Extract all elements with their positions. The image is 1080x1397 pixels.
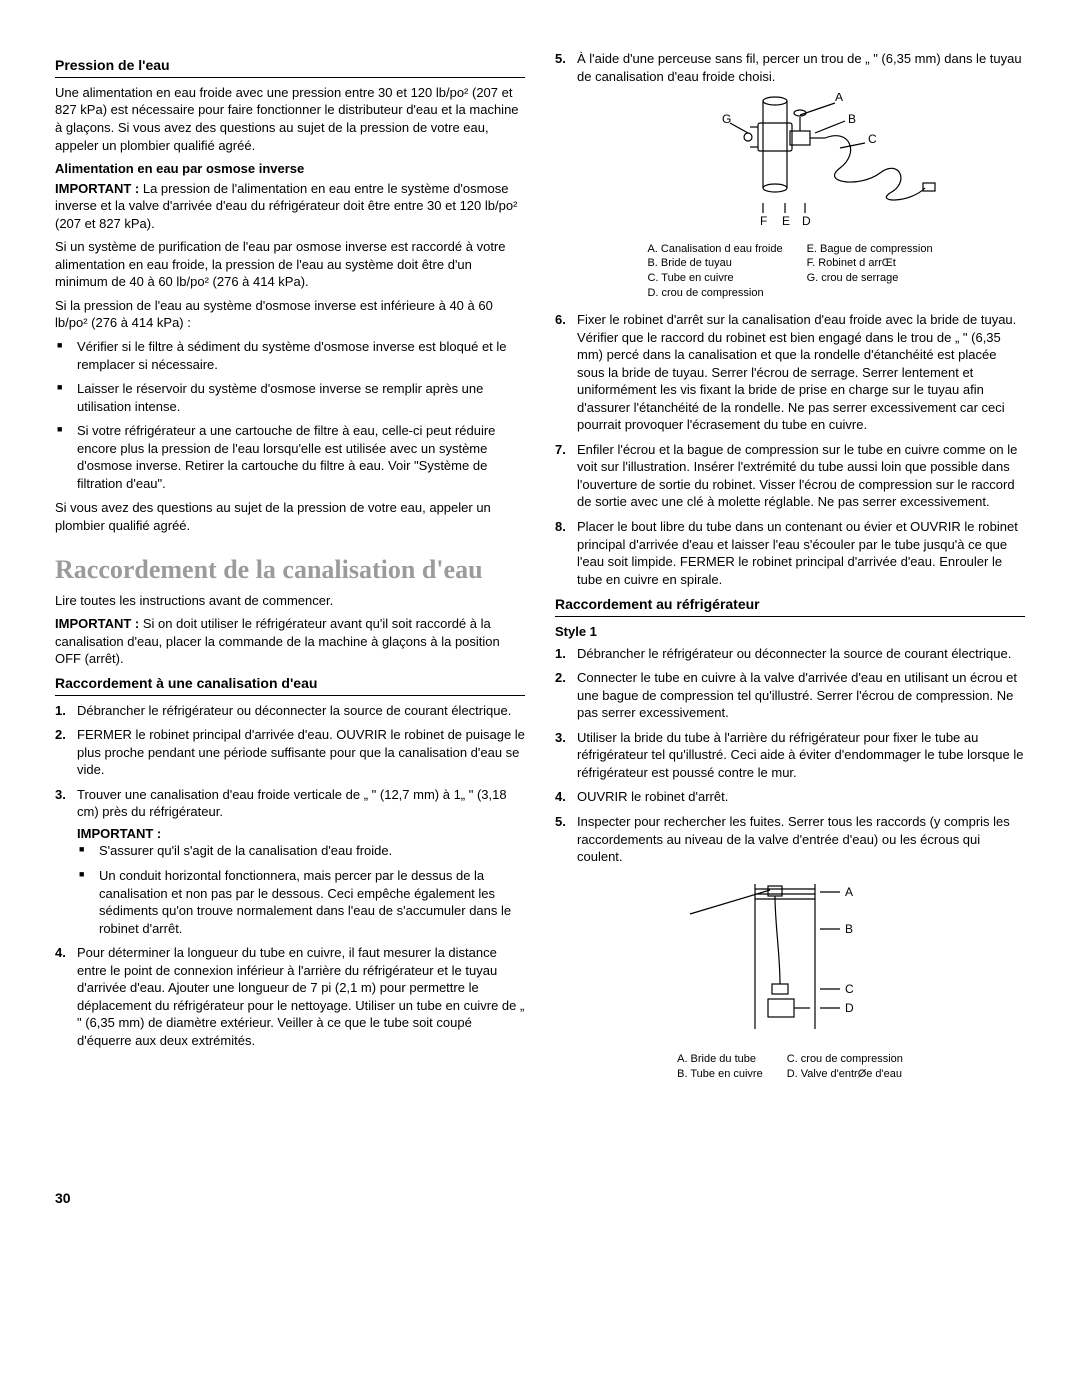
list-item: Fixer le robinet d'arrêt sur la canalisa…: [577, 311, 1025, 434]
numbered-list-cont: À l'aide d'une perceuse sans fil, percer…: [555, 50, 1025, 85]
list-item: Utiliser la bride du tube à l'arrière du…: [577, 729, 1025, 782]
bullet-item: Un conduit horizontal fonctionnera, mais…: [99, 867, 525, 937]
rule: [55, 695, 525, 696]
heading-raccord-canal: Raccordement à une canalisation d'eau: [55, 674, 525, 693]
diagram-legend-1: A. Canalisation d eau froide B. Bride de…: [555, 242, 1025, 301]
bullet-item: Si votre réfrigérateur a une cartouche d…: [77, 422, 525, 492]
heading-refrig: Raccordement au réfrigérateur: [555, 595, 1025, 614]
left-column: Pression de l'eau Une alimentation en ea…: [55, 50, 525, 1208]
style-label: Style 1: [555, 623, 1025, 641]
label-e: E: [782, 214, 790, 228]
label-d2: D: [845, 1001, 854, 1015]
important-label: IMPORTANT :: [77, 825, 525, 843]
legend-item: A. Canalisation d eau froide: [647, 242, 782, 257]
list-text: Trouver une canalisation d'eau froide ve…: [77, 787, 507, 820]
important-label: IMPORTANT :: [55, 181, 139, 196]
para: IMPORTANT : Si on doit utiliser le réfri…: [55, 615, 525, 668]
heading-raccordement: Raccordement de la canalisation d'eau: [55, 552, 525, 587]
label-f: F: [760, 214, 767, 228]
bullet-item: Laisser le réservoir du système d'osmose…: [77, 380, 525, 415]
bullet-item: Vérifier si le filtre à sédiment du syst…: [77, 338, 525, 373]
page-number: 30: [55, 1189, 525, 1208]
label-d: D: [802, 214, 811, 228]
legend-item: A. Bride du tube: [677, 1052, 763, 1067]
list-item: Débrancher le réfrigérateur ou déconnect…: [577, 645, 1025, 663]
numbered-list-refrig: Débrancher le réfrigérateur ou déconnect…: [555, 645, 1025, 866]
para: Une alimentation en eau froide avec une …: [55, 84, 525, 154]
numbered-list-cont2: Fixer le robinet d'arrêt sur la canalisa…: [555, 311, 1025, 588]
legend-item: C. Tube en cuivre: [647, 271, 782, 286]
label-b: B: [848, 112, 856, 126]
para: Si vous avez des questions au sujet de l…: [55, 499, 525, 534]
para: Lire toutes les instructions avant de co…: [55, 592, 525, 610]
list-item: Placer le bout libre du tube dans un con…: [577, 518, 1025, 588]
diagram-refrig: A B C D: [555, 874, 1025, 1049]
legend-item: G. crou de serrage: [807, 271, 933, 286]
para: IMPORTANT : La pression de l'alimentatio…: [55, 180, 525, 233]
diagram-valve: A B C D E F G: [555, 93, 1025, 238]
legend-item: E. Bague de compression: [807, 242, 933, 257]
legend-item: D. crou de compression: [647, 286, 782, 301]
numbered-list: Débrancher le réfrigérateur ou déconnect…: [55, 702, 525, 1050]
list-item: Enfiler l'écrou et la bague de compressi…: [577, 441, 1025, 511]
important-label: IMPORTANT :: [55, 616, 139, 631]
legend-item: B. Tube en cuivre: [677, 1067, 763, 1082]
list-item: OUVRIR le robinet d'arrêt.: [577, 788, 1025, 806]
valve-diagram-svg: A B C D E F G: [630, 93, 950, 233]
refrig-diagram-svg: A B C D: [660, 874, 920, 1044]
nested-bullets: S'assurer qu'il s'agit de la canalisatio…: [77, 842, 525, 937]
label-b2: B: [845, 922, 853, 936]
label-g: G: [722, 112, 731, 126]
diagram-legend-2: A. Bride du tube B. Tube en cuivre C. cr…: [555, 1052, 1025, 1082]
bullet-list: Vérifier si le filtre à sédiment du syst…: [55, 338, 525, 492]
label-a2: A: [845, 885, 853, 899]
list-item: À l'aide d'une perceuse sans fil, percer…: [577, 50, 1025, 85]
list-item: Trouver une canalisation d'eau froide ve…: [77, 786, 525, 937]
legend-item: B. Bride de tuyau: [647, 256, 782, 271]
list-item: Connecter le tube en cuivre à la valve d…: [577, 669, 1025, 722]
label-c: C: [868, 132, 877, 146]
label-a: A: [835, 93, 843, 104]
heading-osmose: Alimentation en eau par osmose inverse: [55, 160, 525, 178]
para: Si la pression de l'eau au système d'osm…: [55, 297, 525, 332]
heading-pression: Pression de l'eau: [55, 56, 525, 75]
label-c2: C: [845, 982, 854, 996]
rule: [55, 77, 525, 78]
list-item: Inspecter pour rechercher les fuites. Se…: [577, 813, 1025, 866]
legend-item: C. crou de compression: [787, 1052, 903, 1067]
bullet-item: S'assurer qu'il s'agit de la canalisatio…: [99, 842, 525, 860]
list-item: Débrancher le réfrigérateur ou déconnect…: [77, 702, 525, 720]
legend-item: F. Robinet d arrŒt: [807, 256, 933, 271]
list-item: FERMER le robinet principal d'arrivée d'…: [77, 726, 525, 779]
right-column: À l'aide d'une perceuse sans fil, percer…: [555, 50, 1025, 1208]
legend-item: D. Valve d'entrØe d'eau: [787, 1067, 903, 1082]
para: Si un système de purification de l'eau p…: [55, 238, 525, 291]
rule: [555, 616, 1025, 617]
list-item: Pour déterminer la longueur du tube en c…: [77, 944, 525, 1049]
